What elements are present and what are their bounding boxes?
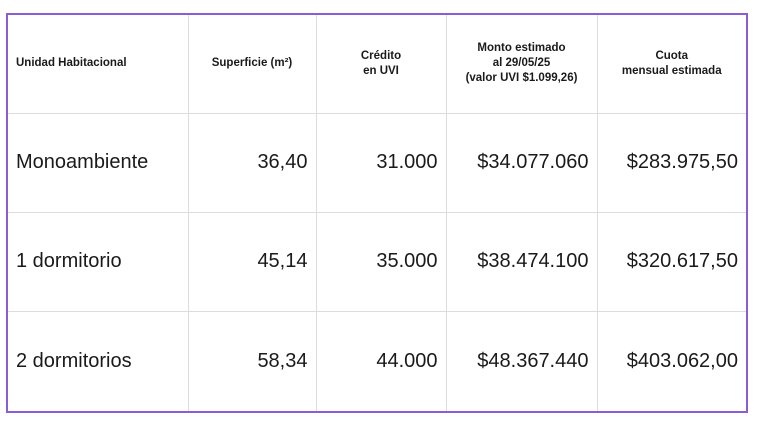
header-cuota-mensual: Cuota mensual estimada — [596, 15, 746, 114]
table-row: 2 dormitorios 58,34 44.000 $48.367.440 $… — [8, 311, 746, 411]
cell-superficie: 36,40 — [187, 112, 317, 213]
cell-credito: 31.000 — [315, 112, 447, 213]
cell-cuota: $320.617,50 — [596, 211, 746, 313]
cell-unidad: 2 dormitorios — [8, 311, 189, 411]
cell-monto: $34.077.060 — [445, 112, 598, 213]
cell-unidad: 1 dormitorio — [8, 211, 189, 313]
cell-cuota: $403.062,00 — [596, 311, 746, 411]
header-unidad-habitacional: Unidad Habitacional — [8, 15, 189, 114]
cell-cuota: $283.975,50 — [596, 112, 746, 213]
cell-superficie: 45,14 — [187, 211, 317, 313]
header-superficie: Superficie (m²) — [187, 15, 317, 114]
header-credito-uvi: Crédito en UVI — [315, 15, 447, 114]
housing-credit-table-frame: Unidad Habitacional Superficie (m²) Créd… — [6, 13, 748, 413]
cell-monto: $48.367.440 — [445, 311, 598, 411]
cell-superficie: 58,34 — [187, 311, 317, 411]
table-row: 1 dormitorio 45,14 35.000 $38.474.100 $3… — [8, 211, 746, 313]
cell-credito: 35.000 — [315, 211, 447, 313]
housing-credit-table: Unidad Habitacional Superficie (m²) Créd… — [8, 15, 746, 411]
cell-monto: $38.474.100 — [445, 211, 598, 313]
cell-unidad: Monoambiente — [8, 112, 189, 213]
table-row: Monoambiente 36,40 31.000 $34.077.060 $2… — [8, 112, 746, 213]
header-monto-estimado: Monto estimado al 29/05/25 (valor UVI $1… — [445, 15, 598, 114]
cell-credito: 44.000 — [315, 311, 447, 411]
table-header-row: Unidad Habitacional Superficie (m²) Créd… — [8, 15, 746, 114]
